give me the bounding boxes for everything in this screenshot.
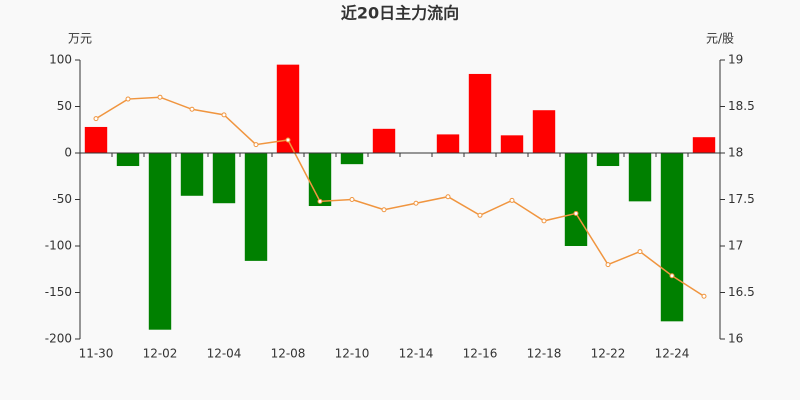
price-point [541, 218, 547, 224]
price-point [413, 200, 419, 206]
y2-tick-label: 17.5 [728, 192, 755, 206]
price-point [93, 116, 99, 122]
y-tick-label: -150 [45, 285, 72, 299]
y-tick-label: 100 [49, 53, 72, 67]
bar [308, 153, 332, 207]
price-point [381, 207, 387, 213]
x-tick-label: 12-24 [655, 347, 690, 361]
y2-tick-label: 19 [728, 53, 743, 67]
bar [276, 64, 300, 153]
bar [660, 153, 684, 322]
bar [372, 128, 396, 153]
bar [436, 134, 460, 153]
bar [212, 153, 236, 204]
x-tick-label: 11-30 [79, 347, 114, 361]
y2-axis-label: 元/股 [706, 32, 734, 46]
bar [84, 126, 108, 153]
price-point [701, 293, 707, 299]
bar [564, 153, 588, 246]
y2-tick-label: 17 [728, 239, 743, 253]
x-tick-label: 12-02 [143, 347, 178, 361]
price-point [637, 249, 643, 255]
price-point [445, 194, 451, 200]
bar [692, 137, 716, 153]
bar [244, 153, 268, 261]
price-point [125, 96, 131, 102]
price-point [477, 212, 483, 218]
price-point [221, 112, 227, 118]
y2-tick-label: 16 [728, 332, 743, 346]
y-axis-label: 万元 [68, 32, 92, 46]
y-tick-label: -200 [45, 332, 72, 346]
x-tick-label: 12-08 [271, 347, 306, 361]
y-tick-label: -100 [45, 239, 72, 253]
price-point [189, 106, 195, 112]
y2-tick-label: 16.5 [728, 285, 755, 299]
price-point [253, 142, 259, 148]
y-tick-label: 0 [64, 146, 72, 160]
x-tick-label: 12-18 [527, 347, 562, 361]
y-tick-label: 50 [57, 99, 72, 113]
x-tick-label: 12-10 [335, 347, 370, 361]
bar [148, 153, 172, 330]
price-point [157, 94, 163, 100]
bar [532, 110, 556, 153]
price-line [95, 96, 705, 297]
price-point [605, 262, 611, 268]
y2-tick-label: 18 [728, 146, 743, 160]
bar [500, 135, 524, 153]
x-tick-label: 12-22 [591, 347, 626, 361]
bar [116, 153, 140, 167]
bar [468, 73, 492, 153]
y2-tick-label: 18.5 [728, 99, 755, 113]
price-point [669, 273, 675, 279]
x-tick-label: 12-16 [463, 347, 498, 361]
bar [628, 153, 652, 202]
chart-title: 近20日主力流向 [341, 4, 459, 23]
price-point [509, 197, 515, 203]
price-point [573, 210, 579, 216]
bar [180, 153, 204, 196]
price-point [349, 197, 355, 202]
x-tick-label: 12-04 [207, 347, 242, 361]
price-point [317, 198, 323, 204]
y-tick-label: -50 [52, 192, 72, 206]
x-tick-label: 12-14 [399, 347, 434, 361]
price-point [285, 137, 291, 143]
bar [340, 153, 364, 165]
bar [596, 153, 620, 167]
